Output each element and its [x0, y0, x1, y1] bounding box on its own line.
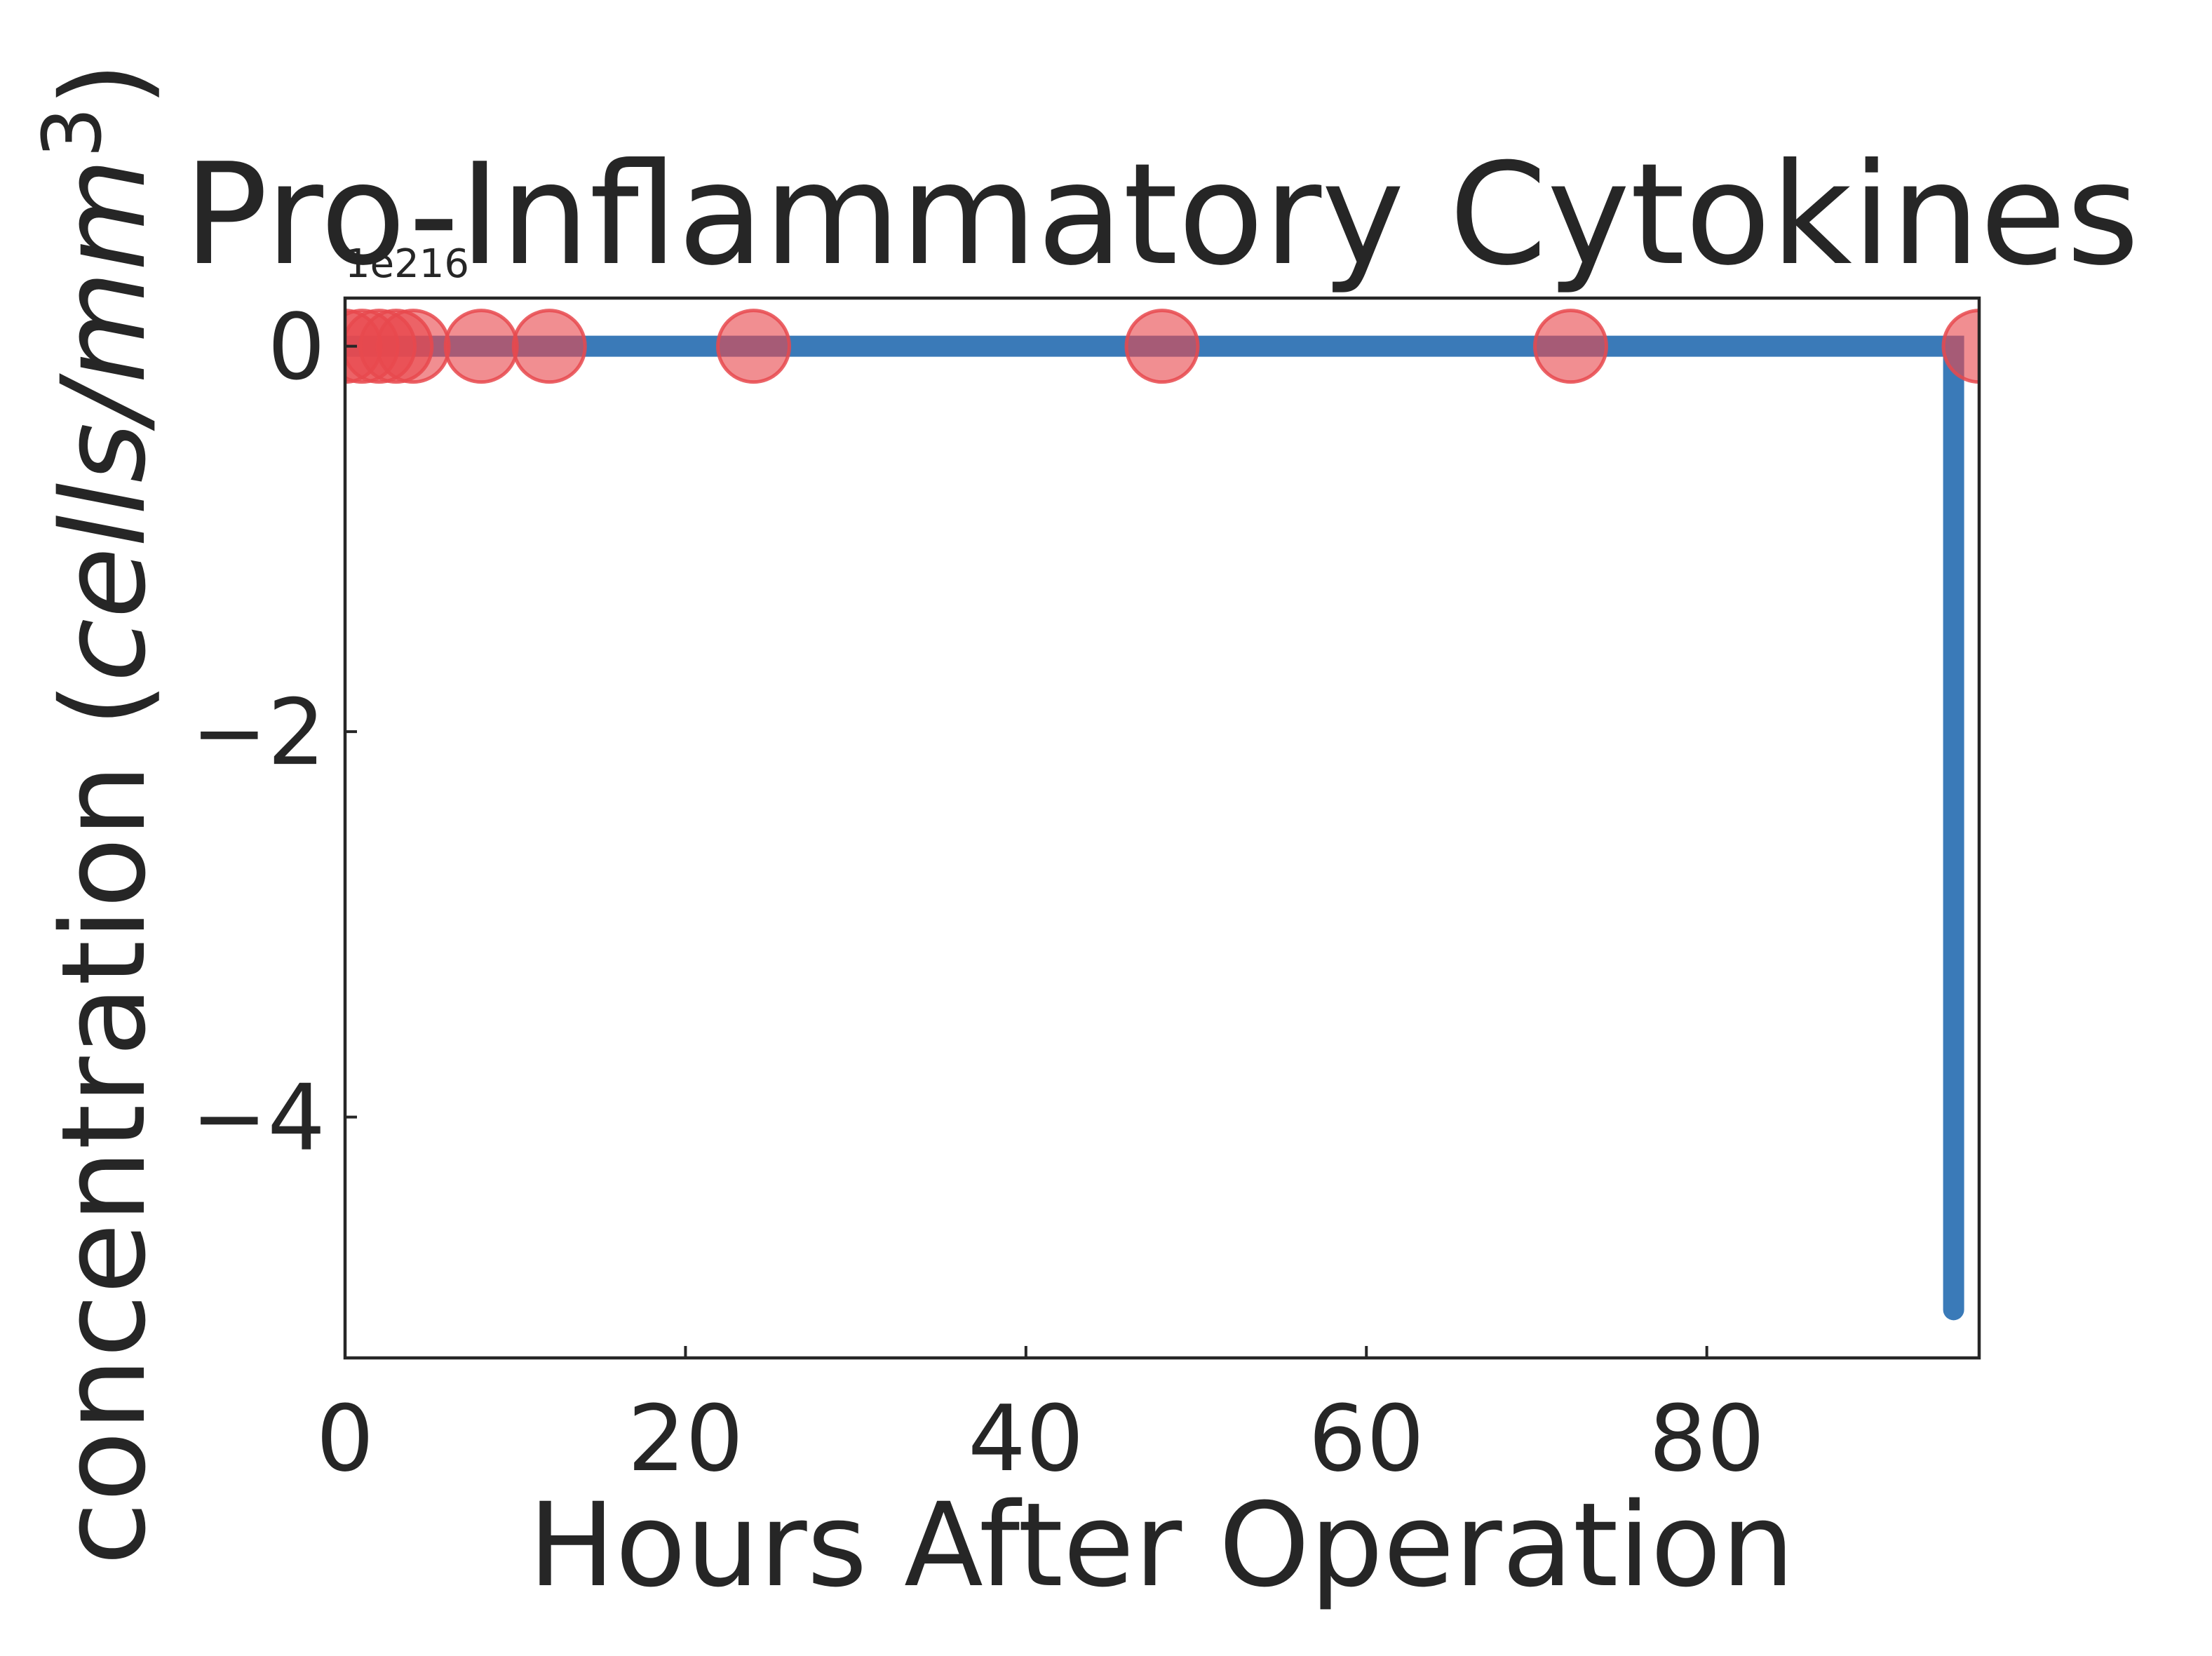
- y-tick-label: −4: [191, 1065, 325, 1171]
- axes-frame: [343, 296, 1981, 1360]
- y-axis: 0 −2 −4: [191, 294, 357, 1171]
- offset-text: 1e216: [345, 241, 469, 287]
- x-tick-label: 0: [316, 1385, 375, 1492]
- y-axis-label: concentration (cells/mm3): [26, 62, 171, 1566]
- scatter-point: [511, 309, 587, 384]
- scatter-point: [716, 309, 791, 384]
- y-axis-label-sup: 3: [26, 107, 120, 158]
- chart-title: Pro-Inflammatory Cytokines: [184, 133, 2140, 297]
- y-tick-label: 0: [267, 294, 325, 400]
- x-tick-label: 40: [968, 1385, 1084, 1492]
- scatter-point: [375, 309, 451, 384]
- y-axis-label-close: ): [36, 62, 171, 107]
- y-axis-label-unit: cells/mm: [36, 159, 171, 682]
- y-tick-label: −2: [191, 679, 325, 786]
- plot-layer: [345, 309, 1979, 1321]
- scatter-point: [1941, 309, 1979, 384]
- scatter-point: [443, 309, 519, 384]
- scatter-point: [1533, 309, 1608, 384]
- y-axis-label-main: concentration (: [36, 682, 171, 1566]
- x-tick-label: 20: [628, 1385, 743, 1492]
- scatter-point: [1124, 309, 1200, 384]
- x-axis: 0 20 40 60 80: [316, 1346, 1765, 1492]
- x-tick-label: 80: [1649, 1385, 1765, 1492]
- x-tick-label: 60: [1309, 1385, 1424, 1492]
- x-axis-label: Hours After Operation: [528, 1478, 1795, 1613]
